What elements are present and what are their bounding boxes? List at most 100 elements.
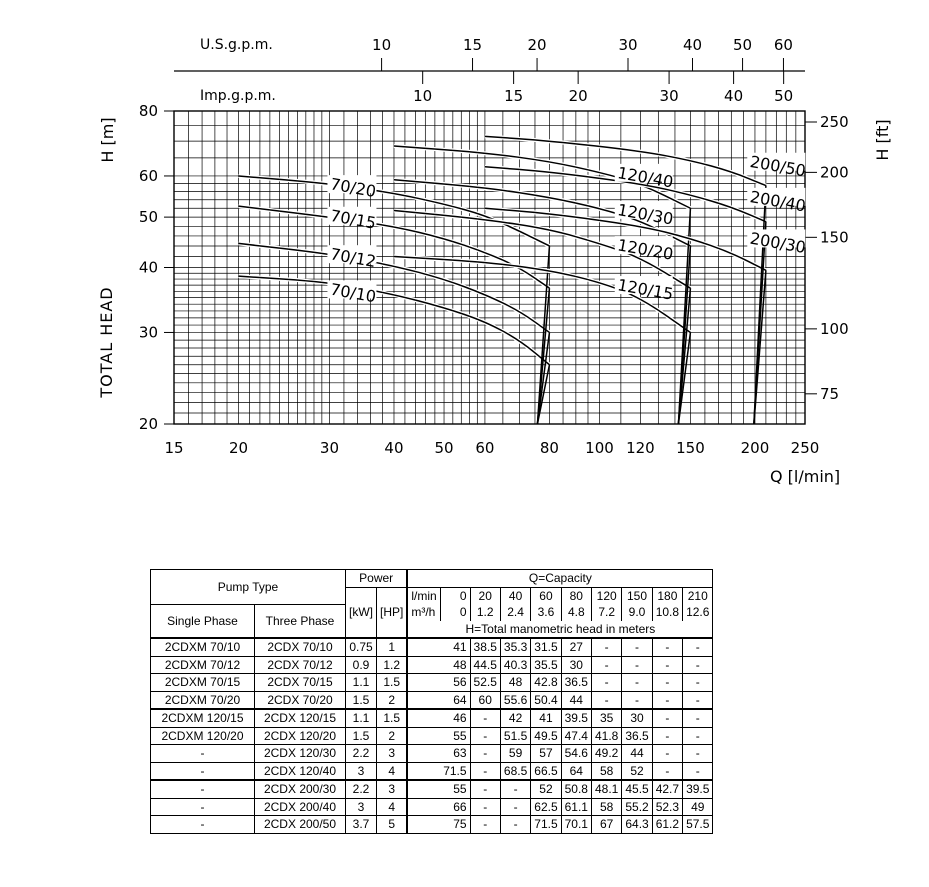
table-row: -2CDX 120/40 3 4 71.5-68.5 66.5 64 58 52- -	[150, 761, 714, 781]
us-gpm-tick-label: 10	[372, 36, 391, 54]
flow-m3h-header: 3.6	[530, 604, 562, 621]
kw-cell: 1.1	[345, 673, 377, 692]
head-value-cell: 58	[590, 797, 623, 816]
y-left-tick-label: 30	[139, 323, 158, 341]
curve-label-bg	[747, 229, 806, 248]
flow-lmin-header: 20	[469, 586, 501, 604]
y-right-tick-label: 200	[820, 163, 849, 181]
head-value-cell: 62.5	[530, 797, 562, 816]
head-value-cell: 48	[499, 673, 532, 692]
table-row: -2CDX 200/30 2.2 3 55- -52 50.8 48.1 45.5 42.7 39…	[150, 779, 714, 799]
head-value-cell: 52	[530, 779, 562, 799]
table-row: 2CDXM 70/10 2CDX 70/10 0.75 1 41 38.5 35.3 31.5…	[150, 637, 714, 657]
x-tick-label: 30	[320, 439, 339, 457]
table-row: 2CDXM 70/12 2CDX 70/12 0.9 1.2 48 44.5 40.3 35.…	[150, 655, 714, 674]
us-gpm-tick-label: 20	[528, 36, 547, 54]
head-value-cell: 41	[440, 637, 471, 657]
head-value-cell: 45.5	[621, 779, 653, 799]
curve-label-bg	[614, 236, 673, 255]
pump-type-header: Pump Type	[150, 569, 346, 605]
kw-header: [kW]	[345, 586, 377, 639]
spacer-cell	[406, 708, 441, 728]
head-value-cell: -	[469, 761, 501, 781]
pump-performance-chart: 15 20 30 40 50 60 80 100 120 150 200 250 20 30 40 50 60 8…	[97, 36, 892, 486]
hp-cell: 1.5	[376, 708, 409, 728]
head-value-cell: 52.3	[651, 797, 684, 816]
head-value-cell: 36.5	[621, 726, 653, 745]
hp-cell: 1.2	[376, 655, 409, 674]
head-value-cell: 57	[530, 744, 562, 763]
head-value-cell: -	[499, 779, 532, 799]
kw-cell: 1.1	[345, 708, 377, 728]
y-left-tick-label: 50	[139, 208, 158, 226]
us-gpm-tick-label: 15	[463, 36, 482, 54]
three-phase-cell: 2CDX 120/20	[254, 726, 346, 745]
head-value-cell: 52	[621, 761, 653, 781]
head-value-cell: -	[499, 815, 532, 834]
flow-m3h-header: 4.8	[560, 604, 592, 621]
curve-200-40	[484, 165, 767, 223]
three-phase-cell: 2CDX 70/12	[254, 655, 346, 674]
curve-end-line	[677, 208, 692, 425]
x-tick-label: 100	[585, 439, 614, 457]
head-value-cell: 35	[590, 708, 623, 728]
hp-cell: 1.5	[376, 673, 409, 692]
single-phase-cell: 2CDXM 120/20	[150, 726, 255, 745]
head-value-cell: 64.3	[621, 815, 653, 834]
three-phase-cell: 2CDX 120/30	[254, 744, 346, 763]
x-tick-label: 60	[475, 439, 494, 457]
x-tick-label: 20	[229, 439, 248, 457]
hp-cell: 1	[376, 637, 409, 657]
imp-gpm-tick-label: 10	[413, 87, 432, 105]
kw-cell: 3	[345, 797, 377, 816]
hp-cell: 2	[376, 726, 409, 745]
us-gpm-tick-label: 40	[683, 36, 702, 54]
kw-cell: 3.7	[345, 815, 377, 834]
head-value-cell: 51.5	[499, 726, 532, 745]
head-value-cell: -	[469, 797, 501, 816]
three-phase-cell: 2CDX 200/30	[254, 779, 346, 799]
table-row: 2CDXM 120/15 2CDX 120/15 1.1 1.5 46-42 41 39.5…	[150, 708, 714, 728]
head-value-cell: 57.5	[682, 815, 714, 834]
head-value-cell: 49.2	[590, 744, 623, 763]
capacity-header: Q=Capacity	[406, 569, 714, 588]
head-value-cell: -	[590, 690, 623, 710]
head-value-cell: -	[682, 726, 714, 745]
single-phase-cell: -	[150, 779, 255, 799]
kw-cell: 1.5	[345, 726, 377, 745]
head-value-cell: 40.3	[499, 655, 532, 674]
flow-lmin-header: 120	[590, 586, 623, 604]
head-value-cell: 60	[469, 690, 501, 710]
y-left-unit: H [m]	[98, 117, 117, 162]
curve-70-10	[238, 275, 550, 366]
kw-cell: 1.5	[345, 690, 377, 710]
hp-cell: 5	[376, 815, 409, 834]
single-phase-cell: 2CDXM 70/15	[150, 673, 255, 692]
head-value-cell: 44.5	[469, 655, 501, 674]
head-value-cell: 41	[530, 708, 562, 728]
single-phase-header: Single Phase	[150, 603, 255, 639]
head-value-cell: 30	[560, 655, 592, 674]
head-value-cell: 42.8	[530, 673, 562, 692]
x-tick-label: 250	[791, 439, 820, 457]
head-value-cell: 61.2	[651, 815, 684, 834]
lmin-label: l/min	[406, 587, 441, 604]
head-value-cell: -	[651, 673, 684, 692]
head-value-cell: -	[651, 744, 684, 763]
head-value-cell: 44	[560, 690, 592, 710]
curve-end-line	[536, 245, 551, 425]
head-value-cell: 55.2	[621, 797, 653, 816]
head-value-cell: 42	[499, 708, 532, 728]
flow-m3h-header: 2.4	[499, 604, 532, 621]
head-value-cell: -	[590, 637, 623, 657]
head-value-cell: -	[469, 708, 501, 728]
head-value-cell: 70.1	[560, 815, 592, 834]
hp-cell: 4	[376, 761, 409, 781]
spacer-cell	[406, 673, 441, 692]
hp-cell: 3	[376, 779, 409, 799]
head-value-cell: 63	[440, 744, 471, 763]
head-value-cell: -	[682, 690, 714, 710]
head-value-cell: 42.7	[651, 779, 684, 799]
flow-m3h-header: 12.6	[682, 604, 714, 621]
table-row: 2CDXM 70/15 2CDX 70/15 1.1 1.5 56 52.5 48 42.8 3…	[150, 673, 714, 692]
